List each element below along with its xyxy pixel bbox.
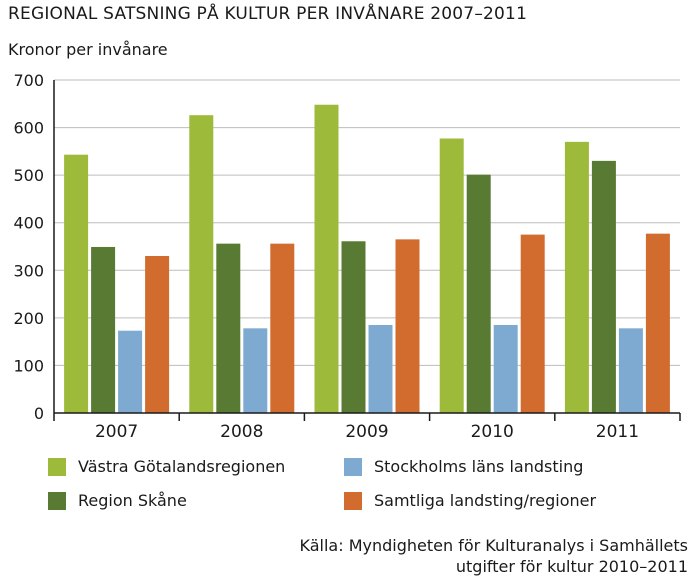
bar-2010-series-0 bbox=[439, 138, 464, 413]
bar-2008-series-1 bbox=[216, 243, 241, 413]
bar-2010-series-2 bbox=[493, 324, 518, 413]
y-tick-label: 700 bbox=[13, 71, 44, 90]
x-tick-label: 2009 bbox=[345, 422, 388, 442]
chart-title: REGIONAL SATSNING PÅ KULTUR PER INVÅNARE… bbox=[8, 4, 528, 24]
y-tick-label: 200 bbox=[13, 309, 44, 328]
legend-item-vastra-gotaland: Västra Götalandsregionen bbox=[48, 457, 285, 476]
bar-2007-series-3 bbox=[145, 256, 170, 413]
source-line-2: utgifter för kultur 2010–2011 bbox=[455, 557, 688, 576]
y-tick-label: 600 bbox=[13, 119, 44, 138]
source-note: Källa: Myndigheten för Kulturanalys i Sa… bbox=[300, 535, 689, 577]
legend-swatch-samtliga bbox=[344, 491, 362, 510]
bar-2010-series-1 bbox=[466, 174, 491, 413]
bar-2011-series-1 bbox=[591, 160, 616, 413]
bar-2007-series-1 bbox=[91, 246, 116, 413]
legend-label-vastra-gotaland: Västra Götalandsregionen bbox=[78, 457, 286, 476]
bar-2007-series-2 bbox=[118, 330, 143, 413]
y-tick-label: 300 bbox=[13, 261, 44, 280]
y-tick-label: 100 bbox=[13, 356, 44, 375]
legend-label-region-skane: Region Skåne bbox=[78, 491, 187, 510]
legend-swatch-stockholm bbox=[344, 457, 362, 476]
x-tick-label: 2011 bbox=[596, 422, 639, 442]
legend-swatch-vastra-gotaland bbox=[48, 457, 66, 476]
bar-2008-series-2 bbox=[243, 328, 268, 413]
legend-item-region-skane: Region Skåne bbox=[48, 491, 187, 510]
y-axis-label: Kronor per invånare bbox=[8, 40, 168, 59]
legend-item-stockholm: Stockholms läns landsting bbox=[344, 457, 583, 476]
x-tick-label: 2010 bbox=[471, 422, 514, 442]
bar-2011-series-2 bbox=[618, 328, 643, 413]
legend-label-samtliga: Samtliga landsting/regioner bbox=[374, 491, 597, 510]
bar-2009-series-2 bbox=[368, 324, 393, 413]
y-tick-label: 500 bbox=[13, 166, 44, 185]
bar-chart: 0 100 200 300 400 500 600 700 2007 2008 2009 2010 20… bbox=[13, 71, 681, 442]
bar-2009-series-3 bbox=[395, 239, 420, 413]
bar-2011-series-3 bbox=[645, 233, 670, 413]
legend-swatch-region-skane bbox=[48, 491, 66, 510]
y-tick-label: 400 bbox=[13, 214, 44, 233]
bar-2007-series-0 bbox=[64, 154, 89, 414]
legend-item-samtliga: Samtliga landsting/regioner bbox=[344, 491, 596, 510]
bar-2008-series-0 bbox=[189, 115, 214, 414]
y-tick-label: 0 bbox=[34, 404, 44, 423]
bar-2008-series-3 bbox=[270, 243, 295, 413]
source-line-1: Källa: Myndigheten för Kulturanalys i Sa… bbox=[299, 536, 689, 555]
x-tick-label: 2007 bbox=[95, 422, 138, 442]
bar-2010-series-3 bbox=[520, 234, 545, 413]
bar-2009-series-0 bbox=[314, 104, 339, 413]
legend-label-stockholm: Stockholms läns landsting bbox=[374, 457, 584, 476]
x-tick-label: 2008 bbox=[220, 422, 263, 442]
bar-2011-series-0 bbox=[564, 141, 589, 414]
bar-2009-series-1 bbox=[341, 241, 366, 413]
